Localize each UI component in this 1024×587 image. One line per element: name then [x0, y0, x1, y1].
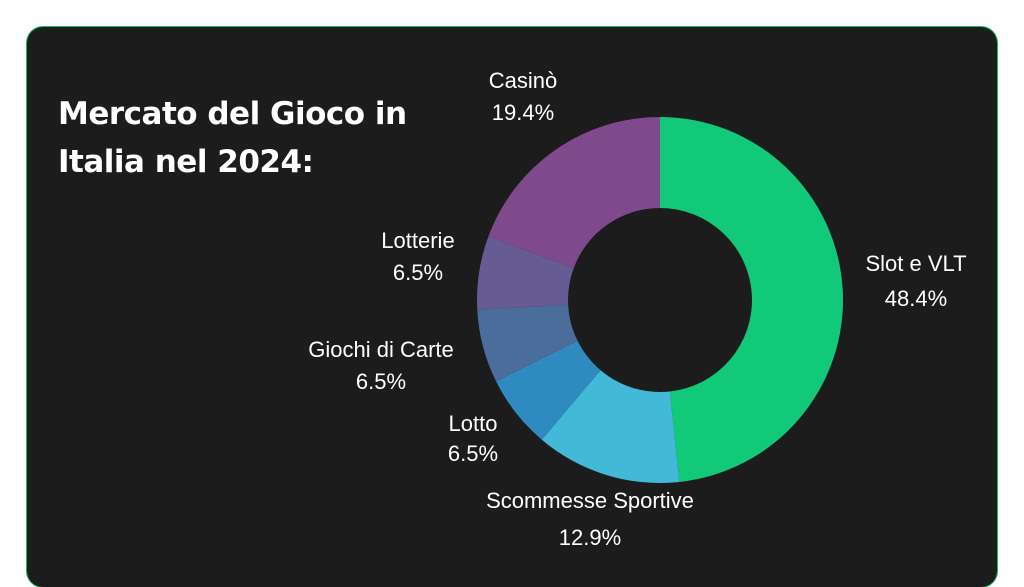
- chart-title: Mercato del Gioco in Italia nel 2024:: [58, 96, 407, 180]
- slice-category-label: Lotto: [449, 411, 498, 436]
- donut-slice-casin-: [488, 116, 660, 269]
- slice-category-label: Lotterie: [381, 228, 454, 253]
- slice-category-label: Scommesse Sportive: [486, 488, 694, 513]
- donut-slice-giochi-di-carte: [477, 304, 578, 382]
- slice-value-label: 12.9%: [559, 525, 621, 550]
- donut-slice-lotto: [496, 340, 601, 440]
- donut-slice-slot-e-vlt: [660, 117, 843, 482]
- slice-value-label: 6.5%: [356, 369, 406, 394]
- donut-slices: [477, 116, 843, 483]
- slice-labels: Slot e VLT 48.4% Scommesse Sportive 12.9% Lo…: [308, 68, 966, 550]
- donut-slice-lotterie: [477, 236, 574, 310]
- donut-slice-scommesse-sportive: [541, 370, 680, 483]
- slice-category-label: Slot e VLT: [865, 251, 966, 276]
- slice-value-label: 6.5%: [393, 260, 443, 285]
- slice-value-label: 48.4%: [885, 286, 947, 311]
- slice-value-label: 6.5%: [448, 441, 498, 466]
- slice-category-label: Casinò: [489, 68, 557, 93]
- slice-value-label: 19.4%: [492, 100, 554, 125]
- slice-category-label: Giochi di Carte: [308, 337, 454, 362]
